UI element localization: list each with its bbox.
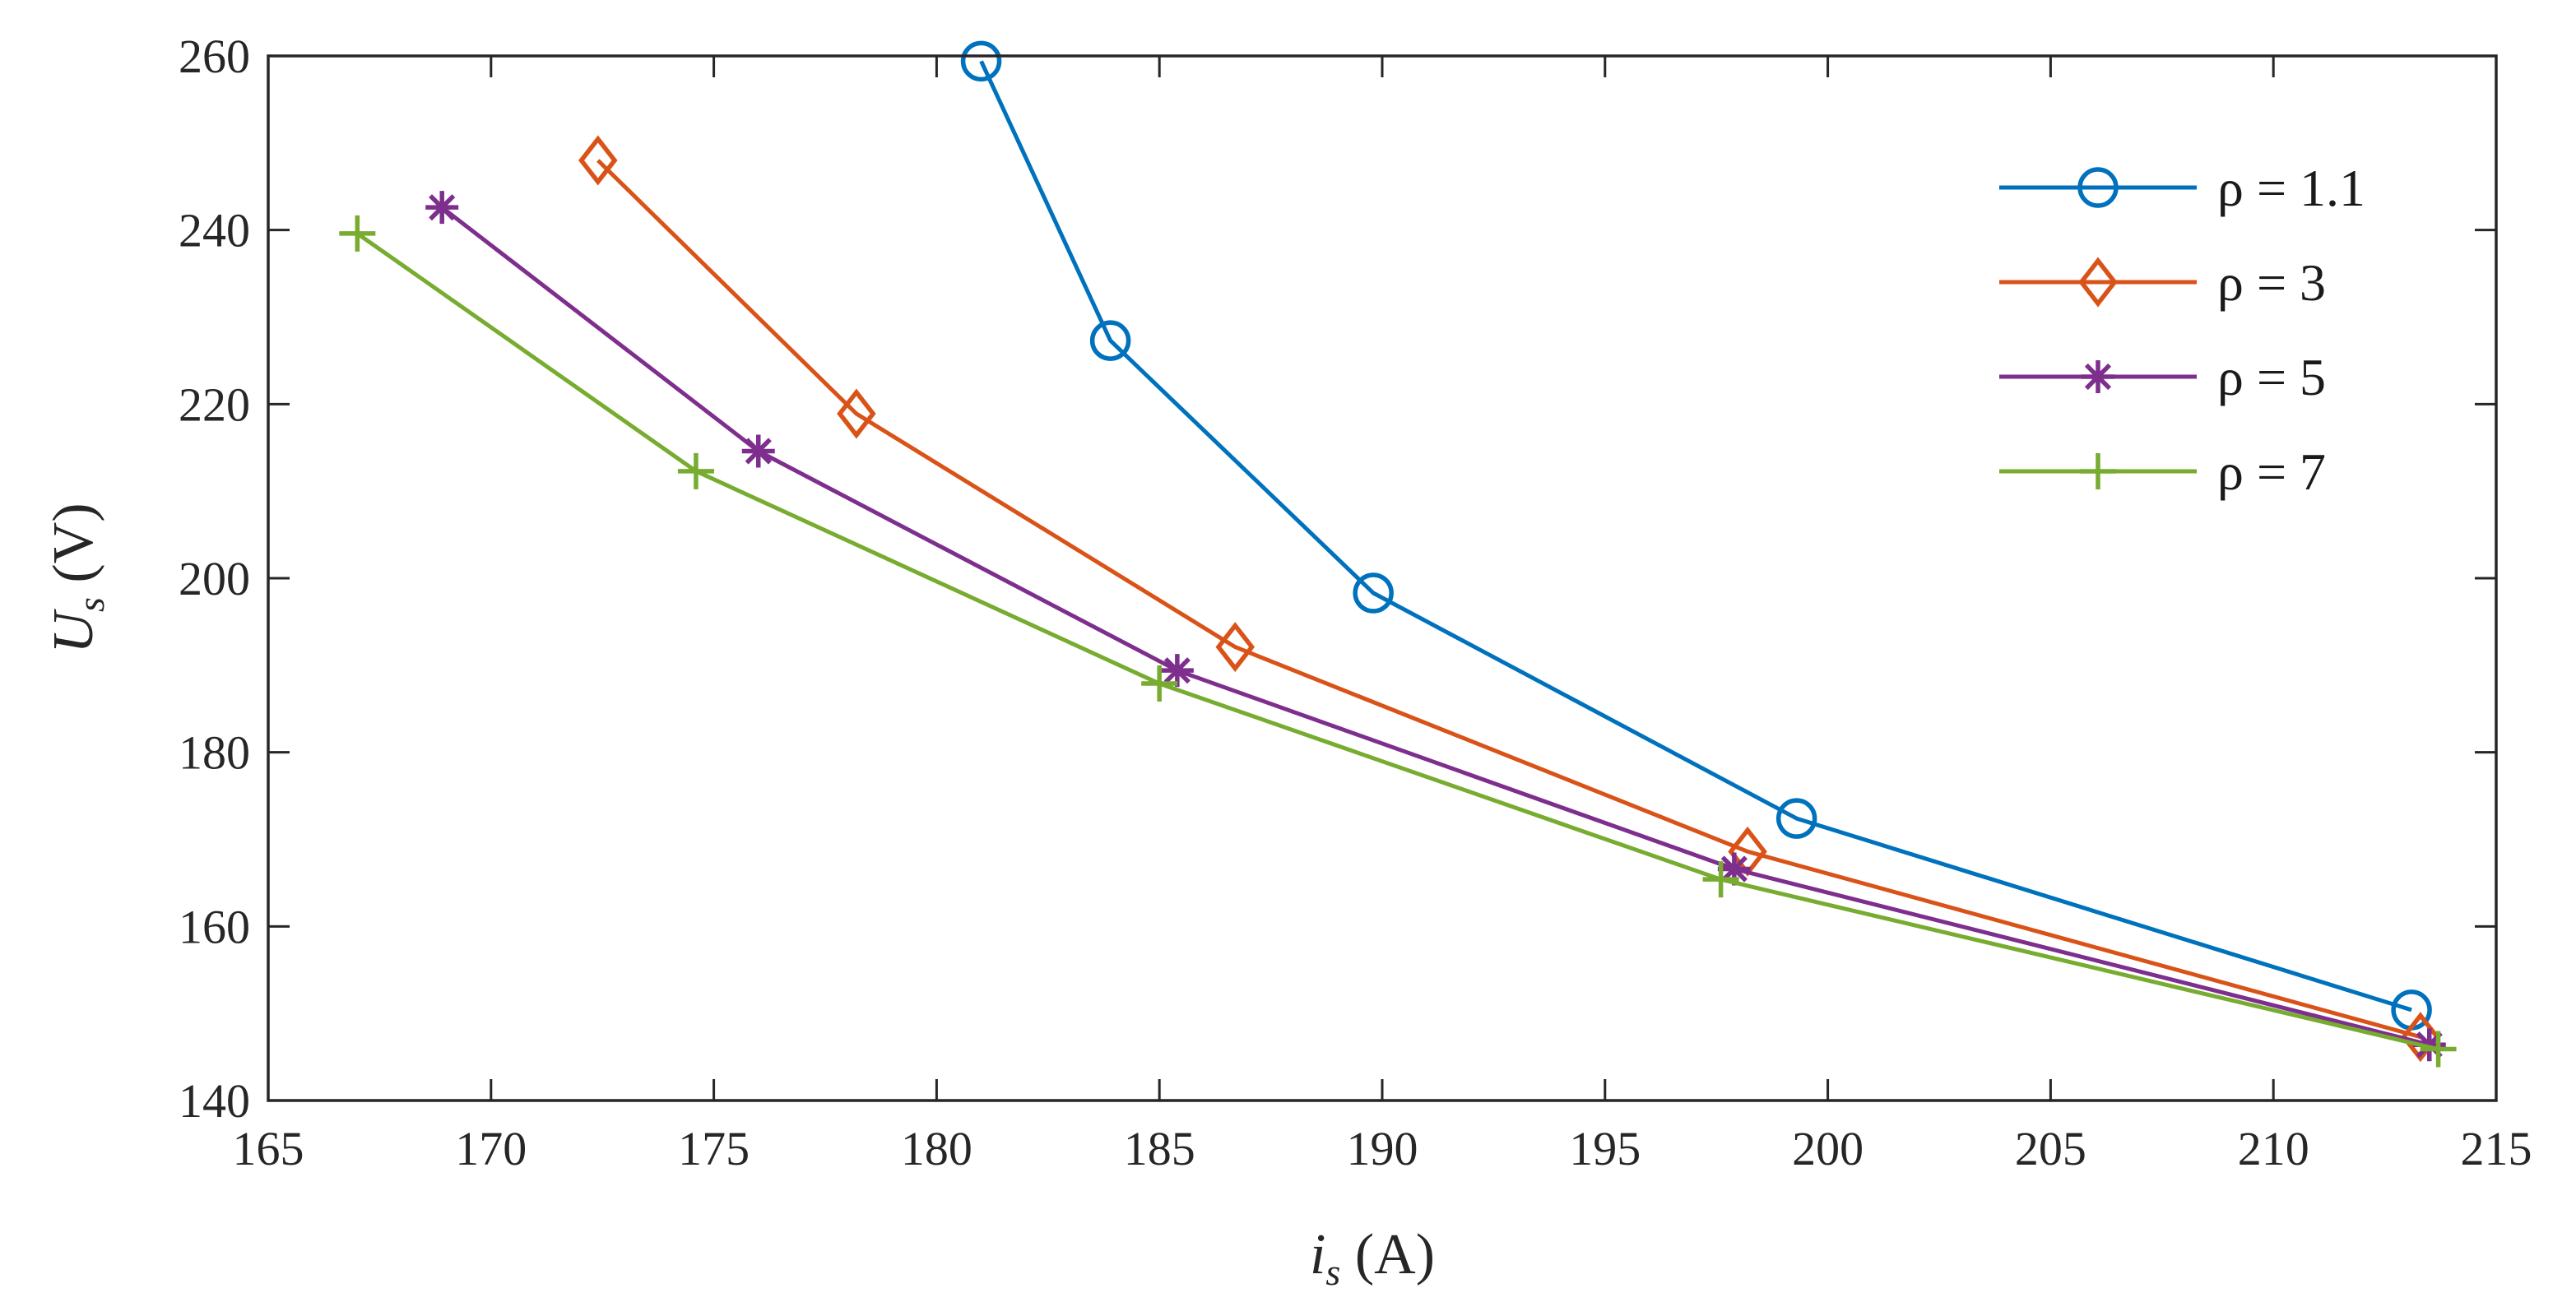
data-point-circle bbox=[1775, 798, 1817, 839]
x-tick-label: 190 bbox=[1347, 1122, 1418, 1175]
axis-tick-labels: 165 170 175 180 185 190 195 200 205 210 215 140 160 1… bbox=[179, 30, 2532, 1175]
legend-item: ρ = 5 bbox=[1999, 348, 2326, 406]
y-tick-label: 160 bbox=[179, 900, 250, 953]
legend-marker bbox=[2080, 453, 2116, 489]
legend-background bbox=[1975, 123, 2435, 485]
legend-label: ρ = 7 bbox=[2217, 443, 2326, 501]
data-point-diamond bbox=[578, 135, 618, 186]
data-point-asterisk bbox=[741, 434, 775, 468]
x-tick-label: 205 bbox=[2015, 1122, 2086, 1175]
x-tick-label: 165 bbox=[233, 1122, 304, 1175]
series-line bbox=[979, 60, 2412, 1012]
data-point-asterisk bbox=[425, 191, 459, 225]
data-point-circle bbox=[1089, 320, 1131, 361]
x-tick-label: 200 bbox=[1792, 1122, 1864, 1175]
x-axis-label-subscript: s bbox=[1325, 1251, 1340, 1293]
data-point-plus bbox=[1702, 861, 1739, 898]
series-line bbox=[596, 159, 2421, 1040]
y-tick-label: 140 bbox=[179, 1074, 250, 1128]
x-axis-label-symbol: i bbox=[1310, 1223, 1325, 1286]
data-point-plus bbox=[2420, 1031, 2457, 1068]
legend-item: ρ = 1.1 bbox=[1999, 159, 2365, 217]
legend-item: ρ = 3 bbox=[1999, 253, 2326, 312]
y-tick-label: 240 bbox=[179, 204, 250, 257]
legend-label: ρ = 3 bbox=[2217, 253, 2326, 312]
legend-marker bbox=[2077, 167, 2119, 208]
data-point-asterisk bbox=[1160, 654, 1194, 688]
legend-marker bbox=[2078, 257, 2118, 308]
legend-label: ρ = 5 bbox=[2217, 348, 2326, 406]
data-point-circle bbox=[1353, 572, 1394, 614]
data-point-plus bbox=[339, 215, 376, 252]
x-tick-label: 170 bbox=[455, 1122, 527, 1175]
data-point-plus bbox=[1141, 665, 1178, 702]
y-axis-label-unit: (V) bbox=[42, 503, 105, 597]
plot-frame bbox=[267, 54, 2498, 1102]
x-tick-label: 195 bbox=[1569, 1122, 1641, 1175]
y-tick-label: 220 bbox=[179, 378, 250, 431]
data-point-diamond bbox=[1215, 622, 1256, 673]
x-axis-label: is (A) bbox=[1310, 1223, 1435, 1293]
series-3 bbox=[425, 191, 2446, 1062]
data-point-plus bbox=[677, 452, 714, 489]
x-tick-label: 175 bbox=[678, 1122, 750, 1175]
legend-item: ρ = 7 bbox=[1999, 443, 2326, 501]
legend-label: ρ = 1.1 bbox=[2217, 159, 2365, 217]
x-tick-label: 185 bbox=[1124, 1122, 1195, 1175]
x-tick-label: 210 bbox=[2238, 1122, 2309, 1175]
x-axis-label-unit: (A) bbox=[1340, 1223, 1435, 1286]
x-tick-label: 180 bbox=[901, 1122, 972, 1175]
data-point-diamond bbox=[837, 388, 876, 439]
series-1 bbox=[960, 40, 2432, 1031]
plot-series bbox=[339, 40, 2457, 1068]
data-point-asterisk bbox=[1717, 852, 1751, 886]
x-tick-label: 215 bbox=[2461, 1122, 2532, 1175]
y-tick-label: 200 bbox=[179, 552, 250, 605]
legend: ρ = 1.1 ρ = 3 ρ = 5 ρ = 7 bbox=[1975, 123, 2435, 501]
legend-marker bbox=[2082, 360, 2114, 393]
data-point-circle bbox=[960, 40, 1002, 82]
y-axis-label: Us (V) bbox=[42, 503, 112, 653]
series-4 bbox=[339, 215, 2457, 1068]
y-tick-label: 180 bbox=[179, 726, 250, 780]
data-point-asterisk bbox=[2412, 1028, 2446, 1062]
y-axis-label-symbol: U bbox=[42, 609, 105, 654]
y-axis-label-subscript: s bbox=[70, 597, 112, 612]
y-tick-label: 260 bbox=[179, 30, 250, 83]
